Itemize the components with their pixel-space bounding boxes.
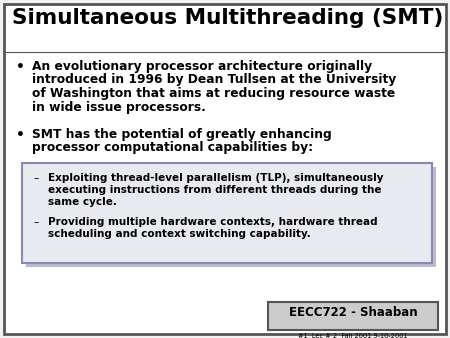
Text: Exploiting thread-level parallelism (TLP), simultaneously: Exploiting thread-level parallelism (TLP… bbox=[48, 173, 383, 183]
Text: •: • bbox=[16, 128, 25, 142]
Text: scheduling and context switching capability.: scheduling and context switching capabil… bbox=[48, 229, 311, 239]
Text: An evolutionary processor architecture originally: An evolutionary processor architecture o… bbox=[32, 60, 372, 73]
Text: of Washington that aims at reducing resource waste: of Washington that aims at reducing reso… bbox=[32, 87, 395, 100]
Text: introduced in 1996 by Dean Tullsen at the University: introduced in 1996 by Dean Tullsen at th… bbox=[32, 73, 396, 87]
Text: –: – bbox=[34, 173, 39, 183]
Text: Simultaneous Multithreading (SMT): Simultaneous Multithreading (SMT) bbox=[12, 8, 443, 28]
Text: processor computational capabilities by:: processor computational capabilities by: bbox=[32, 142, 313, 154]
Text: EECC722 - Shaaban: EECC722 - Shaaban bbox=[289, 306, 417, 319]
Text: same cycle.: same cycle. bbox=[48, 197, 117, 207]
Text: –: – bbox=[34, 217, 39, 227]
Bar bbox=[268, 302, 438, 330]
Text: in wide issue processors.: in wide issue processors. bbox=[32, 100, 206, 114]
Bar bbox=[22, 163, 432, 263]
Text: Providing multiple hardware contexts, hardware thread: Providing multiple hardware contexts, ha… bbox=[48, 217, 378, 227]
Text: executing instructions from different threads during the: executing instructions from different th… bbox=[48, 185, 382, 195]
Bar bbox=[26, 167, 436, 267]
Text: SMT has the potential of greatly enhancing: SMT has the potential of greatly enhanci… bbox=[32, 128, 332, 141]
Text: #1  Lec # 2  Fall 2001 9-10-2001: #1 Lec # 2 Fall 2001 9-10-2001 bbox=[298, 333, 408, 338]
Text: •: • bbox=[16, 60, 25, 74]
